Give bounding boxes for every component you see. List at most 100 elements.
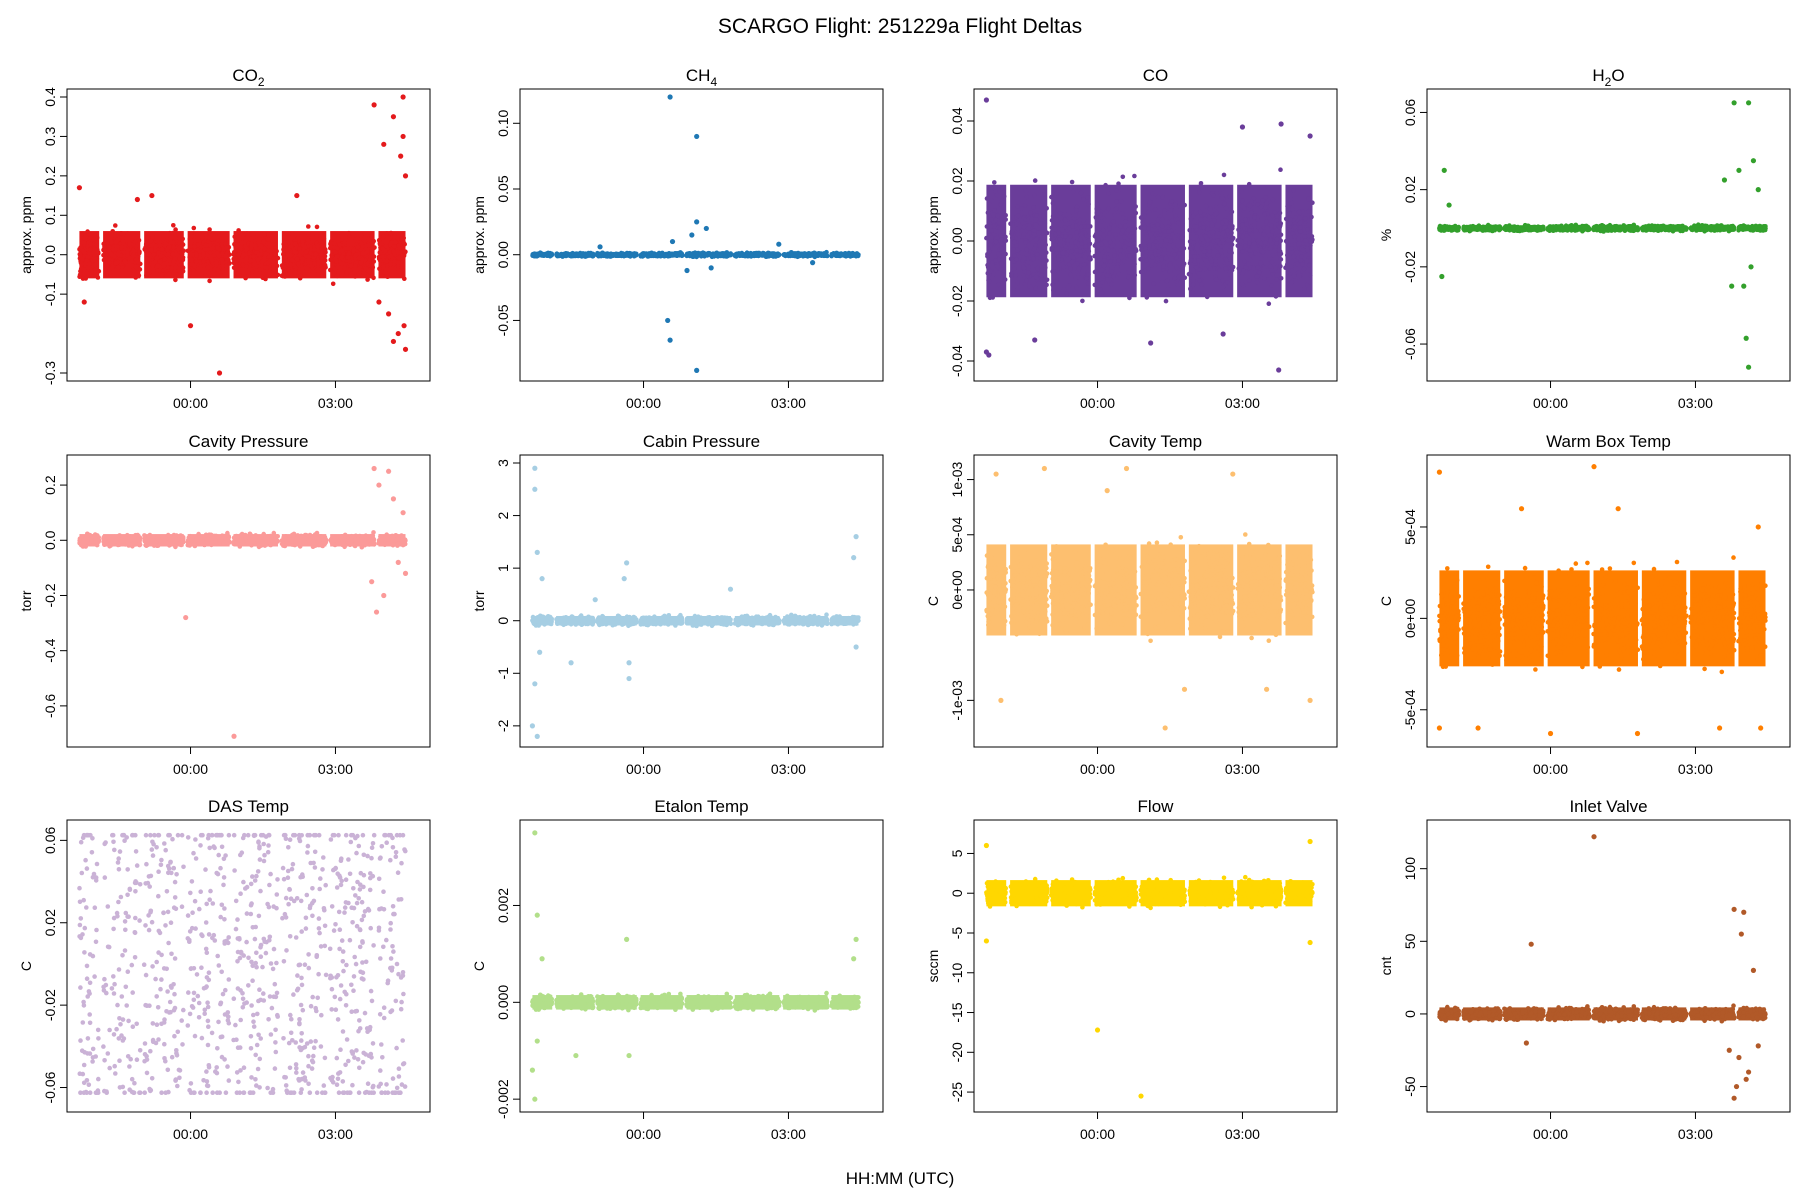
y-tick-label: -0.002 <box>495 1079 511 1119</box>
outlier-point <box>1148 340 1154 346</box>
x-tick-label: 00:00 <box>1080 1126 1115 1142</box>
x-tick-label: 03:00 <box>771 395 806 411</box>
outlier-point <box>1755 524 1761 530</box>
y-tick-label: 0.00 <box>949 227 965 254</box>
y-axis-label: C <box>925 596 941 606</box>
outlier-point <box>400 94 406 100</box>
outlier-point <box>1094 1027 1101 1033</box>
figure-xlabel: HH:MM (UTC) <box>846 1169 955 1188</box>
outlier-point <box>1220 331 1226 337</box>
panel-title: CO2 <box>232 66 265 89</box>
outlier-point <box>371 465 377 472</box>
outlier-point <box>993 471 999 477</box>
outlier-point <box>703 225 709 232</box>
y-tick-label: -0.06 <box>1402 328 1418 360</box>
outlier-point <box>539 956 545 962</box>
outlier-point <box>1278 121 1284 127</box>
outlier-point <box>1307 133 1313 139</box>
panel-11: Flow -25 -20 -15 -10 -5 0 5 sccm 00:00 03:00 <box>925 797 1338 1142</box>
y-tick-label: 0.002 <box>495 888 511 923</box>
plot-frame <box>519 88 884 382</box>
y-tick-label: 2 <box>495 511 511 519</box>
y-tick-label: 0 <box>949 889 965 897</box>
outlier-point <box>385 468 392 474</box>
plot-frame <box>519 454 884 748</box>
outlier-point <box>1741 283 1747 289</box>
outlier-point <box>689 232 695 238</box>
outlier-point <box>1736 167 1742 173</box>
outlier-point <box>1276 367 1282 373</box>
outlier-point <box>385 311 392 317</box>
outlier-point <box>624 936 630 942</box>
outlier-point <box>1436 469 1443 475</box>
outlier-point <box>597 244 603 250</box>
y-axis-label: % <box>1378 229 1394 241</box>
y-tick-label: -0.02 <box>1402 251 1418 283</box>
outlier-point <box>983 97 990 103</box>
x-tick-label: 00:00 <box>173 1126 208 1142</box>
y-tick-label: 0.1 <box>42 205 58 225</box>
panel-title: Inlet Valve <box>1569 797 1647 816</box>
y-tick-label: -5e-04 <box>1402 689 1418 730</box>
outlier-point <box>216 370 223 376</box>
y-tick-label: -1 <box>495 667 511 680</box>
y-tick-label: 5e-04 <box>949 517 965 553</box>
outlier-point <box>390 114 397 120</box>
y-axis-label: torr <box>471 590 487 611</box>
y-tick-label: -15 <box>949 1002 965 1022</box>
panel-4: H2O -0.06 -0.02 0.02 0.06% 00:00 03:00 <box>1378 66 1791 411</box>
outlier-point <box>1726 1047 1732 1053</box>
x-tick-label: 00:00 <box>1080 761 1115 777</box>
y-tick-label: 0 <box>495 617 511 625</box>
y-tick-label: 0e+00 <box>1402 598 1418 638</box>
y-tick-label: -0.02 <box>42 989 58 1021</box>
outlier-point <box>998 697 1004 703</box>
panel-5: Cavity Pressure -0.6 -0.4 -0.2 0.0 0.2 torr 00:… <box>18 432 431 777</box>
y-tick-label: 0.02 <box>1402 176 1418 203</box>
outlier-point <box>294 192 300 199</box>
outlier-point <box>1717 725 1723 731</box>
y-axis-label: C <box>471 961 487 971</box>
outlier-point <box>667 337 673 343</box>
outlier-point <box>1755 1043 1761 1049</box>
outlier-point <box>1523 1040 1529 1046</box>
outlier-point <box>1748 264 1754 270</box>
y-tick-label: -0.6 <box>42 694 58 718</box>
outlier-point <box>400 133 406 140</box>
outlier-point <box>1104 488 1110 494</box>
outlier-point <box>187 323 194 329</box>
y-tick-label: 0.02 <box>949 167 965 194</box>
plot-frame <box>1426 88 1791 382</box>
outlier-point <box>851 956 857 962</box>
x-tick-label: 03:00 <box>318 395 353 411</box>
outlier-point <box>1239 124 1246 130</box>
outlier-point <box>853 936 859 942</box>
outlier-point <box>395 559 401 565</box>
outlier-point <box>534 912 540 918</box>
y-tick-label: 0.3 <box>42 126 58 146</box>
figure-title: SCARGO Flight: 251229a Flight Deltas <box>718 15 1082 38</box>
panel-title: Cavity Temp <box>1109 432 1202 451</box>
outlier-point <box>1743 335 1749 341</box>
outlier-point <box>369 579 375 585</box>
outlier-point <box>1591 464 1597 470</box>
y-tick-label: 5 <box>949 849 965 857</box>
outlier-point <box>983 842 990 849</box>
outlier-point <box>1162 725 1168 731</box>
panel-title: CH4 <box>686 66 718 89</box>
y-tick-label: 50 <box>1402 933 1418 949</box>
y-tick-label: -20 <box>949 1042 965 1062</box>
y-tick-label: 0.0 <box>42 530 58 550</box>
y-tick-label: -50 <box>1402 1076 1418 1096</box>
data-points <box>1436 464 1768 737</box>
outlier-point <box>1230 471 1236 477</box>
outlier-point <box>376 299 382 305</box>
outlier-point <box>381 592 387 599</box>
outlier-point <box>529 1067 536 1073</box>
outlier-point <box>573 1052 579 1059</box>
plot-frame <box>973 88 1338 382</box>
outlier-point <box>532 681 538 687</box>
panel-title: Cavity Pressure <box>189 432 309 451</box>
outlier-point <box>183 614 189 621</box>
outlier-point <box>532 465 538 471</box>
